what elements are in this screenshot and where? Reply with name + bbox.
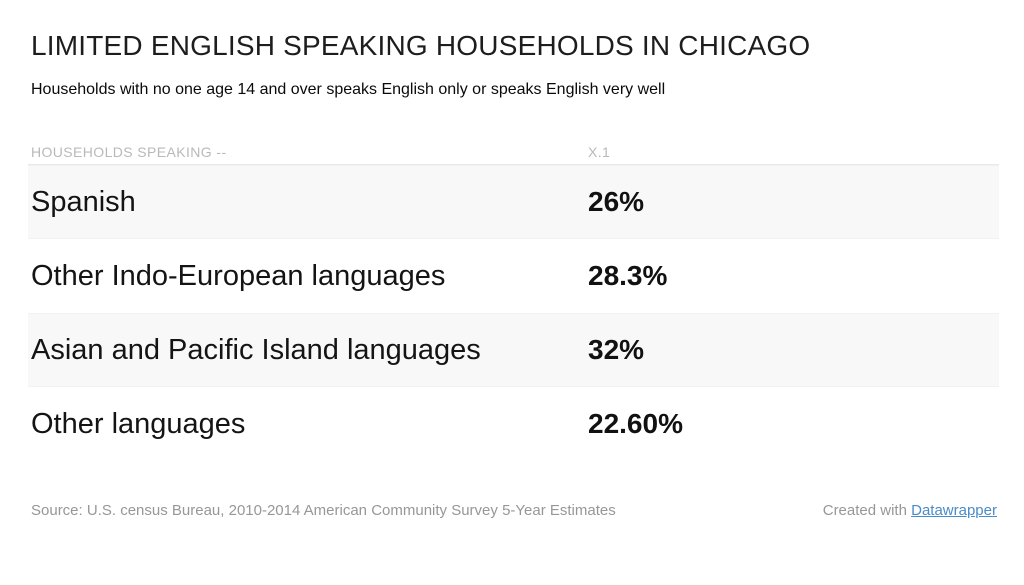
table-row: Other Indo-European languages 28.3% xyxy=(28,239,999,313)
credit-prefix: Created with xyxy=(822,502,912,519)
table-header-row: HOUSEHOLDS SPEAKING -- X.1 xyxy=(28,140,999,165)
table-row: Other languages 22.60% xyxy=(28,387,999,461)
row-label: Other languages xyxy=(31,408,246,440)
source-text: Source: U.S. census Bureau, 2010-2014 Am… xyxy=(31,502,616,519)
row-label: Spanish xyxy=(31,186,136,218)
table-row: Asian and Pacific Island languages 32% xyxy=(28,313,999,387)
row-value: 28.3% xyxy=(588,260,668,291)
chart-subtitle: Households with no one age 14 and over s… xyxy=(31,81,666,98)
row-label: Other Indo-European languages xyxy=(31,260,446,292)
row-value: 26% xyxy=(588,186,645,217)
row-label: Asian and Pacific Island languages xyxy=(31,334,481,366)
chart-footer: Source: U.S. census Bureau, 2010-2014 Am… xyxy=(31,501,997,520)
row-value: 32% xyxy=(588,334,645,365)
table-row: Spanish 26% xyxy=(28,165,999,239)
credit: Created with Datawrapper xyxy=(823,501,997,520)
column-header-x1: X.1 xyxy=(588,144,611,160)
table-body: Spanish 26% Other Indo-European language… xyxy=(28,165,999,461)
datawrapper-link[interactable]: Datawrapper xyxy=(911,502,997,519)
row-value: 22.60% xyxy=(588,408,683,439)
chart-title: LIMITED ENGLISH SPEAKING HOUSEHOLDS IN C… xyxy=(31,30,811,61)
column-header-households-speaking: HOUSEHOLDS SPEAKING -- xyxy=(31,144,227,160)
